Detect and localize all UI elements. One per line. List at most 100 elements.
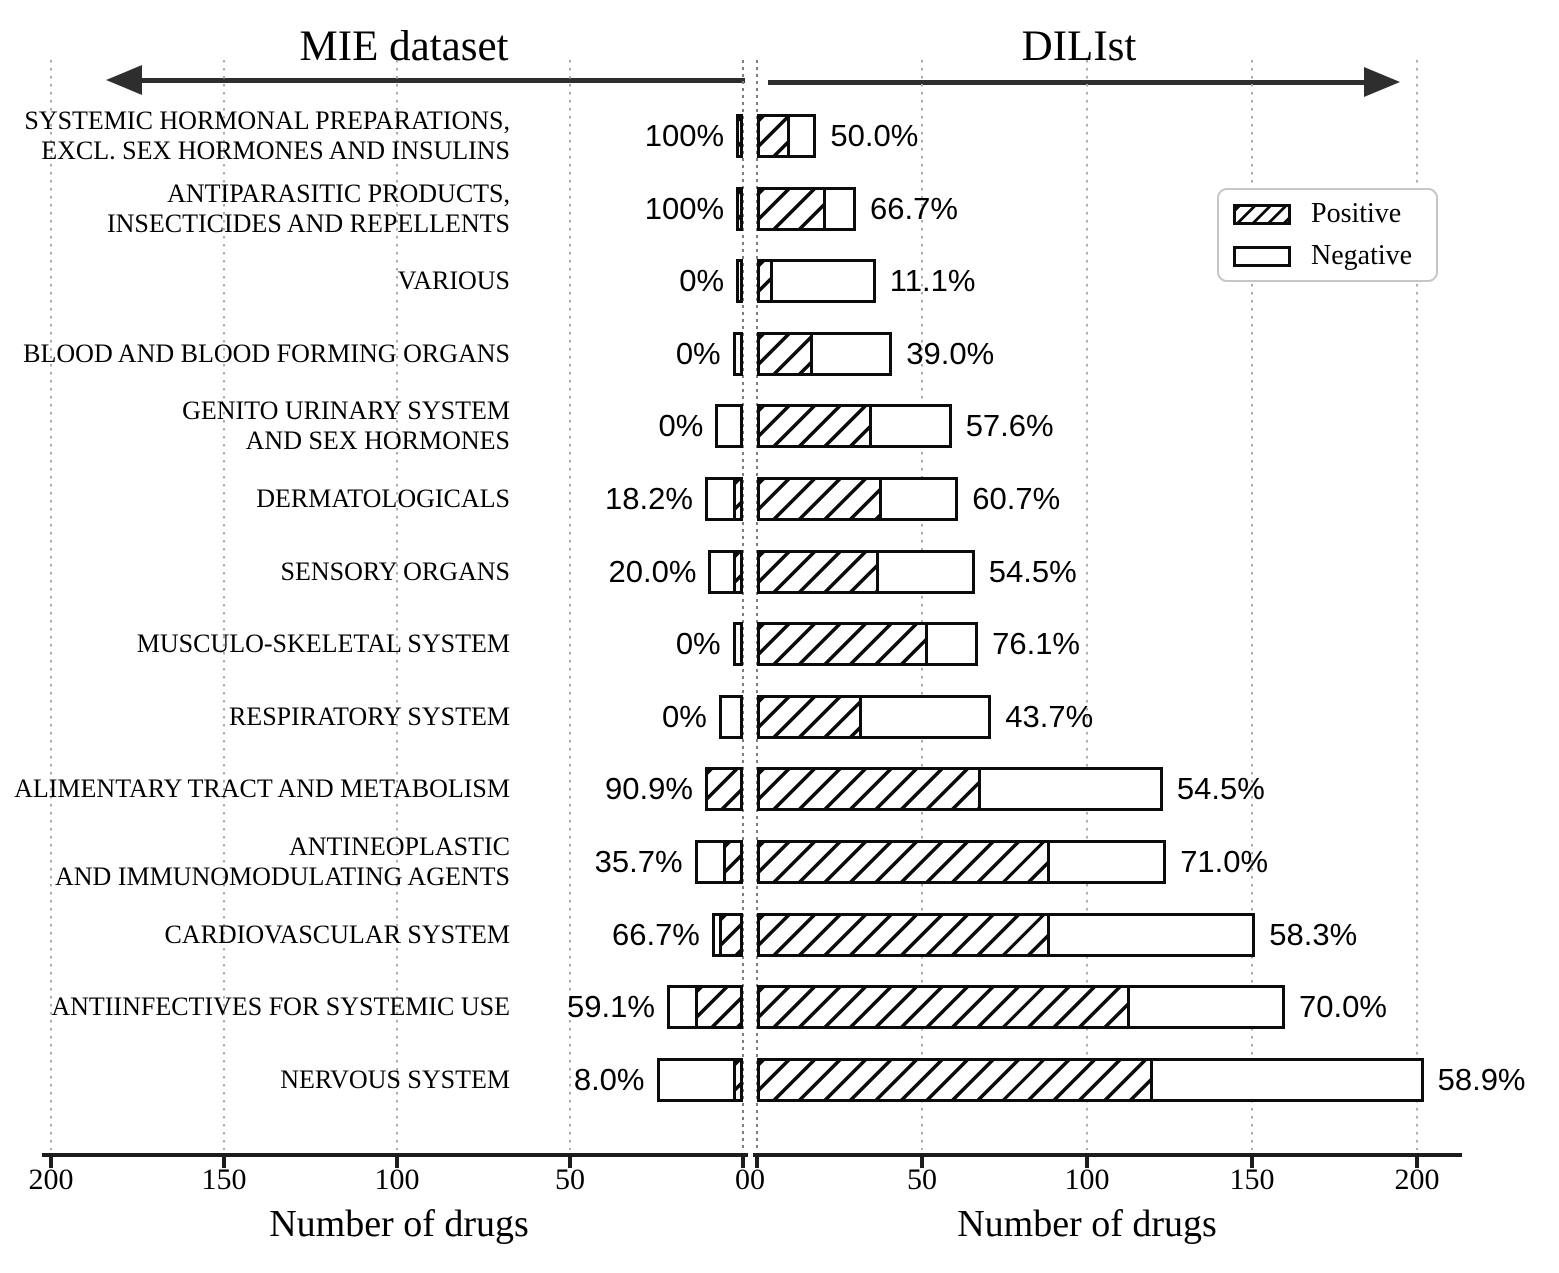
category-label: GENITO URINARY SYSTEM AND SEX HORMONES xyxy=(182,396,510,456)
right-chart-title: DILIst xyxy=(1021,23,1137,70)
mie-bar xyxy=(715,404,743,448)
mie-axis-arrow-line xyxy=(130,78,745,83)
category-label: ANTINEOPLASTIC AND IMMUNOMODULATING AGENT… xyxy=(55,832,510,892)
positive-segment xyxy=(733,1061,740,1099)
mie-pct-label: 100% xyxy=(644,191,725,226)
dilist-pct-label: 43.7% xyxy=(1005,699,1094,734)
mie-bar xyxy=(736,259,743,303)
dilist-pct-label: 71.0% xyxy=(1180,844,1269,879)
left-chart-title: MIE dataset xyxy=(299,23,509,70)
dilist-axis-arrow-line xyxy=(768,80,1368,85)
gridline xyxy=(1086,60,1088,1150)
mie-pct-label: 0% xyxy=(675,336,721,371)
axis-tick xyxy=(395,1155,399,1168)
zero-tick-label: 00 xyxy=(735,1163,765,1196)
positive-segment xyxy=(760,916,1051,954)
positive-segment xyxy=(695,988,740,1026)
mie-pct-label: 0% xyxy=(658,408,704,443)
positive-segment xyxy=(722,843,740,881)
positive-segment xyxy=(707,770,740,808)
positive-segment xyxy=(733,480,740,518)
category-label-line: AND IMMUNOMODULATING AGENTS xyxy=(55,862,510,891)
dilist-bar xyxy=(757,622,979,666)
mie-bar xyxy=(711,913,743,957)
gridline xyxy=(1251,60,1253,1150)
mie-pct-label: 18.2% xyxy=(605,481,693,516)
dilist-pct-label: 76.1% xyxy=(992,626,1080,661)
right-x-axis-title: Number of drugs xyxy=(957,1203,1217,1245)
mie-pct-label: 0% xyxy=(679,263,725,298)
legend: Positive Negative xyxy=(1217,188,1438,282)
axis-tick xyxy=(568,1155,572,1168)
category-label-line: SENSORY ORGANS xyxy=(280,556,510,586)
legend-item-negative: Negative xyxy=(1233,240,1422,272)
gridline xyxy=(1416,60,1418,1150)
category-label-line: CARDIOVASCULAR SYSTEM xyxy=(164,919,510,949)
category-label-line: NERVOUS SYSTEM xyxy=(280,1064,510,1094)
axis-tick-label: 150 xyxy=(1229,1163,1275,1196)
mie-bar xyxy=(704,767,743,811)
legend-label-positive: Positive xyxy=(1311,198,1402,229)
category-label-line: ALIMENTARY TRACT AND METABOLISM xyxy=(14,774,510,804)
axis-tick xyxy=(1415,1155,1419,1168)
gridline xyxy=(50,60,52,1150)
positive-segment xyxy=(733,553,740,591)
dilist-bar xyxy=(757,913,1256,957)
positive-segment xyxy=(760,698,863,736)
category-label-line: VARIOUS xyxy=(397,266,510,296)
positive-segment xyxy=(760,553,879,591)
category-label-line: AND SEX HORMONES xyxy=(245,426,510,456)
positive-segment xyxy=(760,190,826,228)
left-arrowhead-icon xyxy=(106,65,142,95)
dilist-pct-label: 70.0% xyxy=(1299,989,1387,1024)
axis-tick-label: 50 xyxy=(907,1163,937,1196)
category-label: SENSORY ORGANS xyxy=(281,557,510,587)
mie-bar xyxy=(694,840,743,884)
category-label: SYSTEMIC HORMONAL PREPARATIONS, EXCL. SEX… xyxy=(24,106,510,166)
dilist-bar xyxy=(757,1058,1424,1102)
dilist-bar xyxy=(757,985,1285,1029)
dilist-bar xyxy=(757,767,1163,811)
dilist-bar xyxy=(757,332,893,376)
mie-pct-label: 100% xyxy=(644,118,725,153)
positive-segment xyxy=(760,335,813,373)
category-label-line: EXCL. SEX HORMONES AND INSULINS xyxy=(41,136,510,165)
mie-bar xyxy=(708,550,743,594)
dilist-bar xyxy=(757,404,952,448)
positive-segment xyxy=(760,117,790,155)
category-label-line: MUSCULO-SKELETAL SYSTEM xyxy=(136,629,510,659)
mie-bar xyxy=(732,332,743,376)
dilist-bar xyxy=(757,477,959,521)
category-label-line: BLOOD AND BLOOD FORMING ORGANS xyxy=(23,338,510,368)
mie-pct-label: 0% xyxy=(661,699,707,734)
axis-tick-label: 150 xyxy=(201,1163,247,1196)
axis-tick xyxy=(741,1155,745,1168)
dilist-pct-label: 54.5% xyxy=(1176,771,1265,806)
axis-tick-label: 100 xyxy=(374,1163,420,1196)
dilist-bar xyxy=(757,114,817,158)
axis-tick xyxy=(222,1155,226,1168)
mie-pct-label: 59.1% xyxy=(566,989,655,1024)
category-label-line: INSECTICIDES AND REPELLENTS xyxy=(107,208,510,238)
mie-bar xyxy=(656,1058,743,1102)
dilist-bar xyxy=(757,187,856,231)
category-label-line: DERMATOLOGICALS xyxy=(256,484,510,513)
positive-segment xyxy=(760,770,982,808)
legend-item-positive: Positive xyxy=(1233,198,1422,230)
category-label: NERVOUS SYSTEM xyxy=(280,1065,510,1095)
axis-tick-label: 100 xyxy=(1064,1163,1110,1196)
zero-gridline xyxy=(756,60,758,1150)
positive-segment xyxy=(760,988,1130,1026)
mie-bar xyxy=(666,985,743,1029)
mie-pct-label: 20.0% xyxy=(608,554,697,589)
gridline xyxy=(396,60,398,1150)
right-arrowhead-icon xyxy=(1364,67,1400,97)
category-label: CARDIOVASCULAR SYSTEM xyxy=(164,920,510,950)
zero-gridline xyxy=(742,60,744,1150)
dilist-pct-label: 58.9% xyxy=(1437,1062,1526,1097)
dilist-pct-label: 50.0% xyxy=(830,118,919,153)
positive-segment xyxy=(760,480,883,518)
positive-segment xyxy=(719,916,740,954)
axis-tick-label: 200 xyxy=(1394,1163,1440,1196)
category-label-line: ANTIPARASITIC PRODUCTS, xyxy=(167,178,510,208)
